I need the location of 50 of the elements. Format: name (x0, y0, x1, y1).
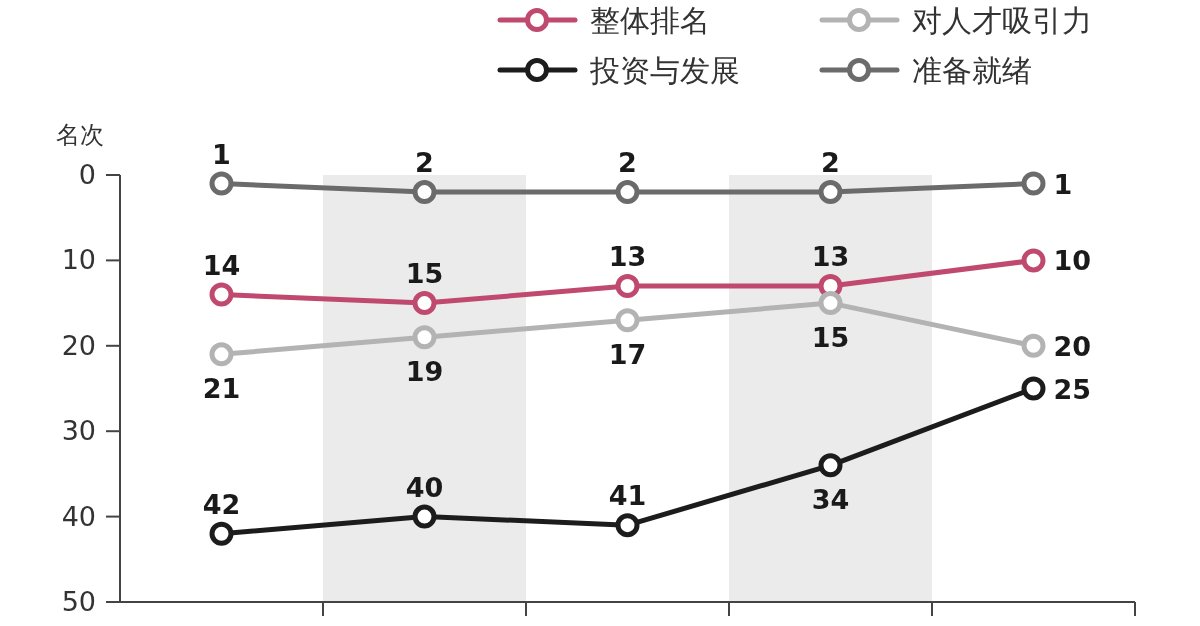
y-axis-title: 名次 (56, 121, 104, 149)
point (818, 453, 843, 478)
point (818, 180, 843, 205)
point (412, 180, 437, 205)
legend-label: 整体排名 (590, 3, 710, 38)
data-label: 21 (202, 373, 241, 405)
legend-label: 投资与发展 (589, 53, 740, 88)
y-tick-label: 0 (78, 159, 96, 190)
point (615, 308, 640, 333)
point (1021, 376, 1046, 401)
data-label: 13 (811, 241, 850, 273)
data-label: 40 (405, 471, 444, 503)
point (412, 291, 437, 316)
data-label: 13 (608, 241, 647, 273)
data-label: 19 (405, 356, 444, 388)
point (412, 504, 437, 529)
y-tick-label: 20 (61, 329, 96, 361)
data-label: 2 (415, 147, 434, 179)
point (209, 521, 234, 546)
data-label: 1 (1053, 168, 1073, 200)
data-label: 2 (821, 147, 840, 179)
y-tick-label: 30 (61, 415, 96, 447)
data-label: 15 (405, 258, 444, 290)
point (412, 325, 437, 350)
point (818, 291, 843, 316)
point (209, 282, 234, 307)
data-label: 17 (608, 339, 647, 371)
data-label: 10 (1053, 245, 1092, 277)
y-tick-label: 50 (61, 586, 96, 617)
data-label: 25 (1053, 373, 1092, 405)
data-label: 42 (202, 488, 241, 520)
y-tick-label: 10 (61, 244, 96, 276)
data-label: 41 (608, 480, 647, 512)
point (615, 274, 640, 299)
point (209, 342, 234, 367)
point (1021, 171, 1046, 196)
data-label: 20 (1053, 330, 1092, 362)
point (209, 171, 234, 196)
data-label: 1 (212, 138, 231, 170)
legend-label: 对人才吸引力 (912, 3, 1092, 38)
point (1021, 333, 1046, 358)
point (615, 180, 640, 205)
data-label: 15 (811, 322, 850, 354)
point (1021, 248, 1046, 273)
point (615, 513, 640, 538)
data-label: 2 (618, 147, 637, 179)
data-label: 14 (202, 249, 241, 281)
legend-label: 准备就绪 (912, 53, 1032, 88)
data-label: 34 (811, 484, 850, 516)
y-tick-label: 40 (61, 500, 96, 532)
